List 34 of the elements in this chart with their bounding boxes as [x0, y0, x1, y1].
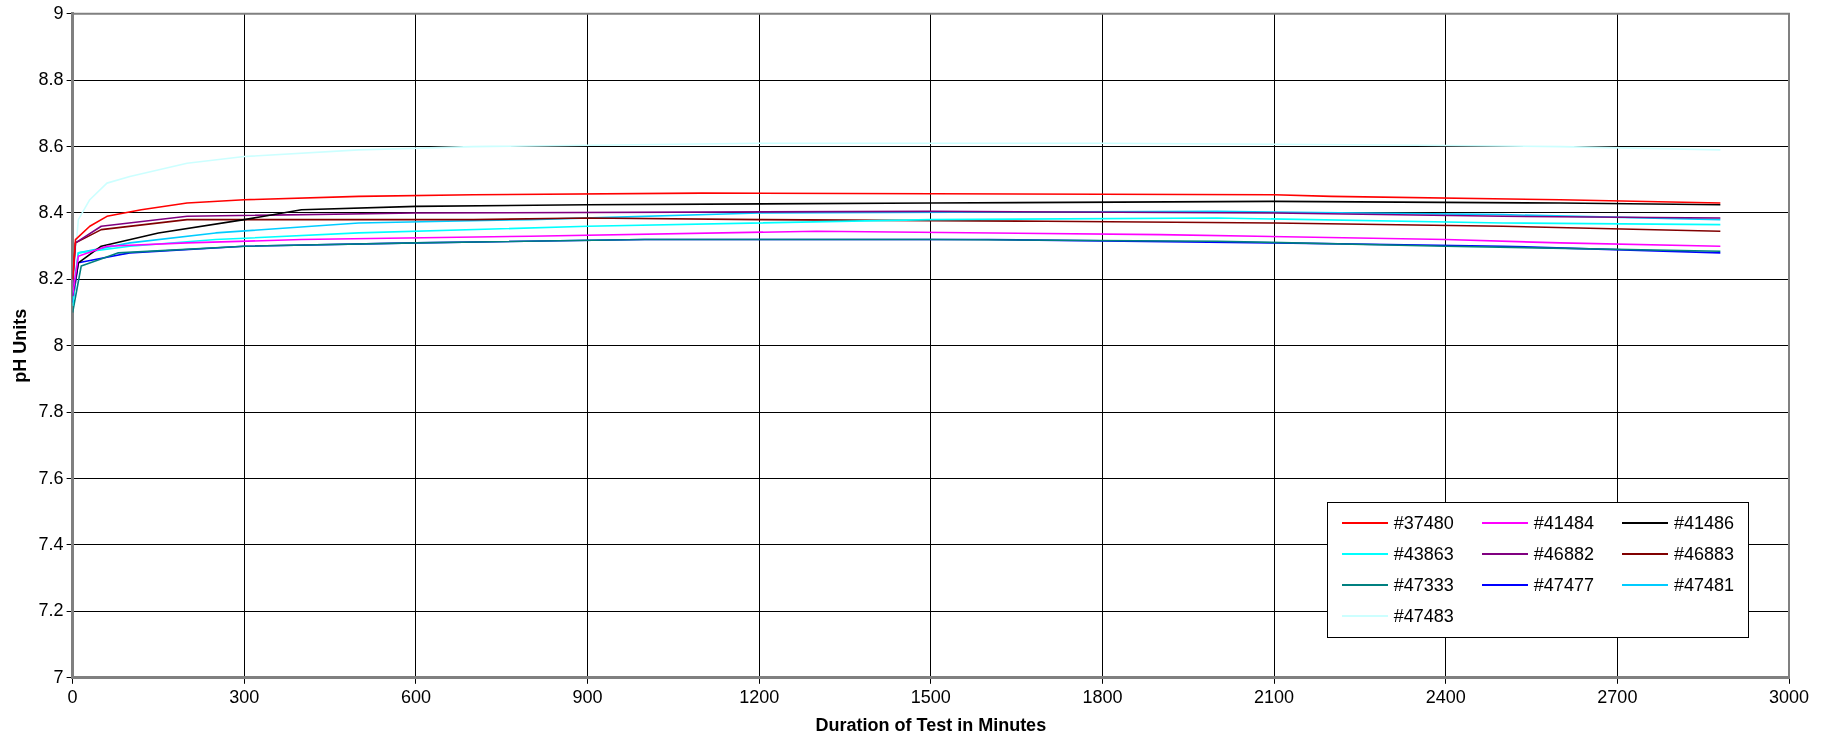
legend-label: #41484 — [1533, 512, 1594, 534]
x-tick-label: 600 — [400, 686, 431, 707]
legend-label: #41486 — [1673, 512, 1734, 534]
legend-label: #37480 — [1393, 512, 1454, 534]
y-tick-label: 8 — [53, 334, 64, 355]
y-tick-label: 7.4 — [38, 533, 64, 554]
x-tick-label: 2100 — [1254, 686, 1295, 707]
y-tick-label: 8.8 — [38, 69, 64, 90]
y-tick-label: 9 — [53, 2, 64, 23]
y-axis-title: pH Units — [9, 308, 30, 383]
x-tick-label: 1800 — [1082, 686, 1123, 707]
x-tick-label: 1200 — [739, 686, 780, 707]
legend-label: #47477 — [1533, 574, 1594, 596]
y-tick-label: 8.6 — [38, 135, 64, 156]
x-tick-label: 900 — [572, 686, 603, 707]
legend-label: #47481 — [1673, 574, 1734, 596]
legend-label: #46882 — [1533, 543, 1594, 565]
x-tick-label: 0 — [67, 686, 78, 707]
y-tick-label: 7.2 — [38, 600, 64, 621]
x-tick-label: 300 — [229, 686, 260, 707]
legend-label: #47483 — [1393, 605, 1454, 627]
legend-label: #43863 — [1393, 543, 1454, 565]
x-axis-title: Duration of Test in Minutes — [815, 715, 1047, 736]
y-tick-label: 8.4 — [38, 201, 64, 222]
y-tick-label: 7.8 — [38, 401, 64, 422]
x-tick-label: 2700 — [1597, 686, 1638, 707]
y-tick-label: 8.2 — [38, 268, 64, 289]
legend-label: #46883 — [1673, 543, 1734, 565]
y-tick-label: 7 — [53, 666, 64, 687]
x-tick-label: 3000 — [1768, 686, 1810, 707]
legend-label: #47333 — [1393, 574, 1454, 596]
y-tick-label: 7.6 — [38, 467, 64, 488]
x-tick-label: 2400 — [1425, 686, 1466, 707]
x-tick-label: 1500 — [910, 686, 951, 707]
